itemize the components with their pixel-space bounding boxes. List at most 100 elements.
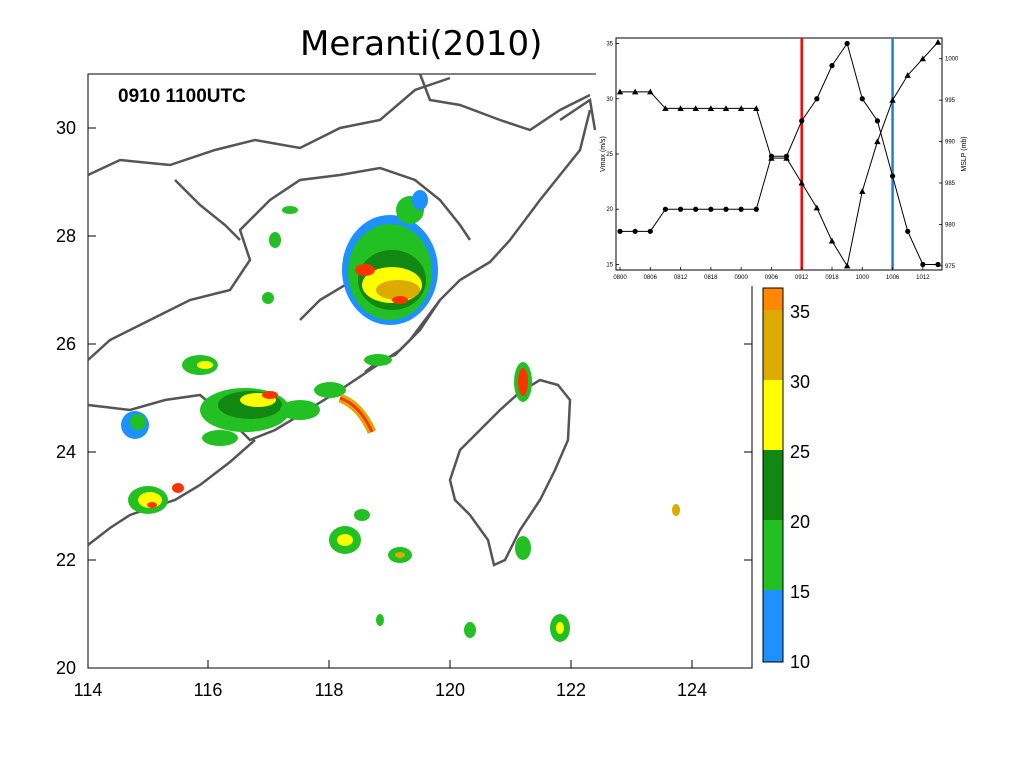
inset-x-tick-label: 0912 — [795, 275, 809, 281]
inset-y-right-tick-label: 985 — [945, 181, 956, 187]
inset-point-vmax — [935, 261, 941, 268]
inset-point-vmax — [632, 228, 638, 234]
inset-point-vmax — [662, 206, 669, 212]
echo-cluster-southwest — [128, 483, 184, 514]
inset-point-mslp — [828, 237, 836, 244]
inset-point-vmax — [844, 40, 850, 47]
inset-point-mslp — [859, 188, 866, 194]
colorbar-segment-15-20 — [763, 520, 783, 590]
inset-point-vmax — [738, 206, 744, 212]
inset-x-tick-label: 0800 — [613, 275, 627, 281]
inset-point-vmax — [814, 96, 820, 102]
inset-point-mslp — [692, 105, 699, 111]
inset-point-mslp — [783, 154, 790, 161]
inset-series-layer — [616, 38, 942, 269]
inset-point-vmax — [723, 206, 729, 212]
inset-point-vmax — [617, 228, 623, 234]
inset-y-right-ticks: 975 980 985 990 995 1000 — [939, 57, 959, 270]
color-bar: 10 15 20 25 30 35 — [762, 287, 810, 672]
inset-point-vmax — [920, 261, 926, 268]
inset-series-line-vmax — [620, 42, 938, 265]
inset-point-mslp — [919, 55, 927, 62]
inset-point-mslp — [753, 105, 760, 111]
inset-point-mslp — [722, 105, 730, 111]
inset-point-vmax — [829, 63, 835, 69]
lon-tick-118: 118 — [315, 680, 344, 700]
lon-tick-120: 120 — [435, 680, 465, 700]
map-timestamp: 0910 1100UTC — [118, 86, 246, 107]
inset-point-vmax — [753, 206, 759, 212]
inset-y-left-tick-label: 15 — [606, 262, 613, 268]
inset-point-mslp — [662, 105, 669, 111]
inset-point-mslp — [616, 88, 624, 95]
lon-tick-116: 116 — [194, 680, 223, 700]
inset-x-tick-label: 0900 — [734, 275, 748, 281]
inset-marker-lines — [800, 38, 894, 270]
echo-cluster-north — [342, 190, 438, 325]
inset-x-tick-label: 0918 — [825, 275, 839, 281]
map-tick-marks — [88, 127, 752, 668]
inset-point-mslp — [874, 138, 881, 145]
inset-y-right-tick-label: 995 — [945, 98, 956, 104]
inset-series-line-mslp — [620, 41, 939, 268]
lat-tick-28: 28 — [56, 226, 76, 246]
inset-point-vmax — [859, 96, 865, 102]
inset-point-mslp — [677, 105, 684, 111]
colorbar-segment-20-25 — [763, 450, 783, 520]
inset-x-tick-label: 1012 — [916, 275, 930, 281]
inset-x-tick-label: 0812 — [674, 275, 688, 281]
inset-point-vmax — [647, 228, 653, 234]
inset-point-vmax — [889, 173, 896, 179]
inset-y-right-tick-label: 975 — [945, 264, 956, 270]
inset-x-tick-label: 1006 — [886, 275, 900, 281]
lon-tick-122: 122 — [556, 680, 586, 700]
colorbar-segment-35-plus — [763, 288, 783, 310]
colorbar-tick-15: 15 — [790, 582, 810, 602]
inset-y-left-tick-label: 35 — [606, 42, 613, 48]
lat-tick-24: 24 — [56, 442, 76, 462]
echo-band-coast — [338, 354, 392, 434]
colorbar-tick-30: 30 — [790, 372, 810, 392]
inset-point-vmax — [677, 206, 684, 212]
inset-y-left-tick-label: 30 — [606, 97, 613, 103]
inset-y-left-tick-label: 25 — [606, 152, 613, 158]
inset-point-vmax — [708, 206, 714, 212]
inset-point-mslp — [798, 179, 805, 186]
inset-y-left-tick-label: 20 — [606, 207, 613, 213]
inset-y-right-tick-label: 1000 — [945, 57, 959, 63]
inset-x-tick-label: 0906 — [765, 275, 779, 281]
colorbar-segment-10-15 — [763, 590, 783, 662]
colorbar-tick-10: 10 — [790, 652, 810, 672]
inset-point-mslp — [647, 88, 654, 95]
echo-cluster-taiwan — [262, 206, 680, 642]
colorbar-tick-20: 20 — [790, 512, 810, 532]
colorbar-segment-25-30 — [763, 380, 783, 450]
inset-x-tick-label: 1000 — [856, 275, 870, 281]
radar-echoes — [121, 190, 680, 642]
inset-y-right-tick-label: 980 — [945, 222, 956, 228]
inset-point-mslp — [889, 96, 896, 103]
inset-point-mslp — [904, 72, 911, 78]
colorbar-tick-25: 25 — [790, 442, 810, 462]
inset-x-tick-label: 0818 — [704, 275, 718, 281]
echo-cluster-west — [121, 355, 346, 446]
echo-cluster-strait — [329, 509, 412, 563]
inset-y-left-ticks: 15 20 25 30 35 — [606, 42, 619, 268]
lat-tick-30: 30 — [56, 118, 76, 138]
inset-point-mslp — [843, 262, 851, 269]
inset-point-mslp — [768, 154, 775, 161]
inset-x-ticks: 0800 0806 0812 0818 0900 0906 0912 0918 1000 1006… — [613, 267, 930, 281]
lon-tick-114: 114 — [74, 680, 103, 700]
lat-tick-20: 20 — [56, 658, 76, 678]
inset-y-right-label: MSLP (mb) — [961, 136, 968, 171]
inset-point-mslp — [631, 88, 639, 95]
lat-tick-26: 26 — [56, 334, 76, 354]
colorbar-tick-35: 35 — [790, 302, 810, 322]
inset-point-mslp — [707, 105, 715, 111]
lon-tick-124: 124 — [677, 680, 707, 700]
inset-point-vmax — [874, 118, 881, 124]
figure-title: Meranti(2010) — [300, 24, 543, 64]
inset-point-vmax — [905, 228, 911, 234]
inset-y-left-label: Vmax (m/s) — [600, 136, 607, 172]
